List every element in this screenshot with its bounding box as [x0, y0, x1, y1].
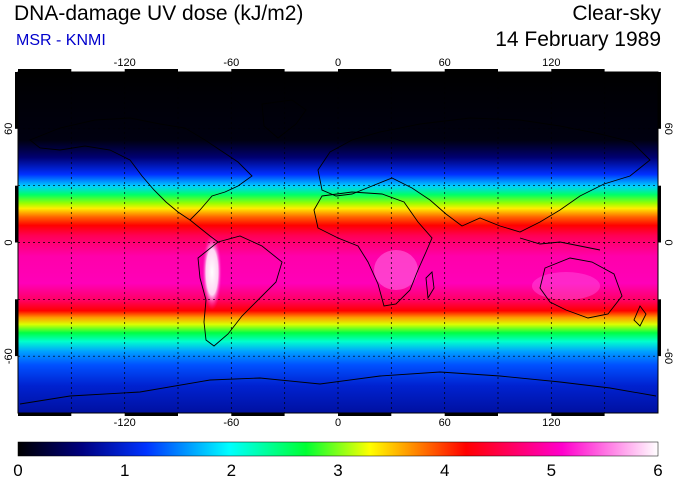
colorbar-tick-label: 6 — [653, 461, 662, 480]
lat-tick-label: -60 — [662, 348, 674, 364]
date-label: 14 February 1989 — [495, 28, 661, 51]
lon-tick-label: -60 — [223, 57, 239, 69]
map-frame — [15, 69, 661, 416]
colorbar-tick-label: 0 — [13, 461, 22, 480]
lat-tick-label: -60 — [3, 348, 15, 364]
europe-asia-coast — [317, 117, 651, 233]
lon-tick-label: -60 — [223, 417, 239, 429]
colorbar-tick-label: 1 — [120, 461, 129, 480]
lon-tick-label: 120 — [542, 417, 560, 429]
colorbar-tick-label: 3 — [333, 461, 342, 480]
andes-high-dose-region — [202, 234, 222, 310]
lat-tick-label: 0 — [3, 239, 15, 245]
lon-tick-label: 120 — [542, 57, 560, 69]
australia-coast — [539, 257, 623, 319]
lat-labels-left: 60 0 -60 — [3, 123, 15, 364]
lon-labels-top: -120 -60 0 60 120 — [114, 57, 561, 69]
lon-tick-label: -120 — [114, 417, 136, 429]
lon-labels-bottom: -120 -60 0 60 120 — [114, 417, 561, 429]
lon-tick-label: 0 — [335, 417, 341, 429]
madagascar-coast — [425, 271, 435, 300]
indonesia-coast — [519, 237, 601, 251]
australia-high-dose-region — [532, 272, 600, 300]
africa-coast — [313, 191, 433, 307]
map-title: DNA-damage UV dose (kJ/m2) — [14, 2, 304, 25]
lat-labels-right: 60 0 -60 — [662, 123, 674, 364]
africa-high-dose-region — [374, 250, 418, 290]
coastlines — [19, 99, 657, 405]
lon-tick-label: 0 — [335, 57, 341, 69]
graticule — [18, 72, 658, 413]
map-panel — [18, 72, 658, 413]
antarctica-coast — [19, 371, 657, 405]
north-america-coast — [29, 117, 253, 221]
source-label: MSR - KNMI — [16, 32, 106, 49]
new-zealand-coast — [633, 305, 647, 327]
lon-tick-label: 60 — [439, 57, 451, 69]
colorbar: 0 1 2 3 4 5 6 — [13, 441, 663, 480]
greenland-coast — [261, 99, 307, 139]
colorbar-tick-label: 2 — [227, 461, 236, 480]
central-america-coast — [189, 219, 219, 243]
lat-tick-label: 60 — [3, 123, 15, 135]
colorbar-labels: 0 1 2 3 4 5 6 — [13, 461, 662, 480]
colorbar-tick-label: 4 — [440, 461, 449, 480]
south-america-coast — [197, 235, 283, 347]
lon-tick-label: -120 — [114, 57, 136, 69]
colorbar-tick-label: 5 — [547, 461, 556, 480]
lat-tick-label: 60 — [662, 123, 674, 135]
lat-tick-label: 0 — [662, 239, 674, 245]
colorbar-gradient — [17, 441, 659, 457]
lon-tick-label: 60 — [439, 417, 451, 429]
sky-condition-label: Clear-sky — [572, 2, 661, 25]
